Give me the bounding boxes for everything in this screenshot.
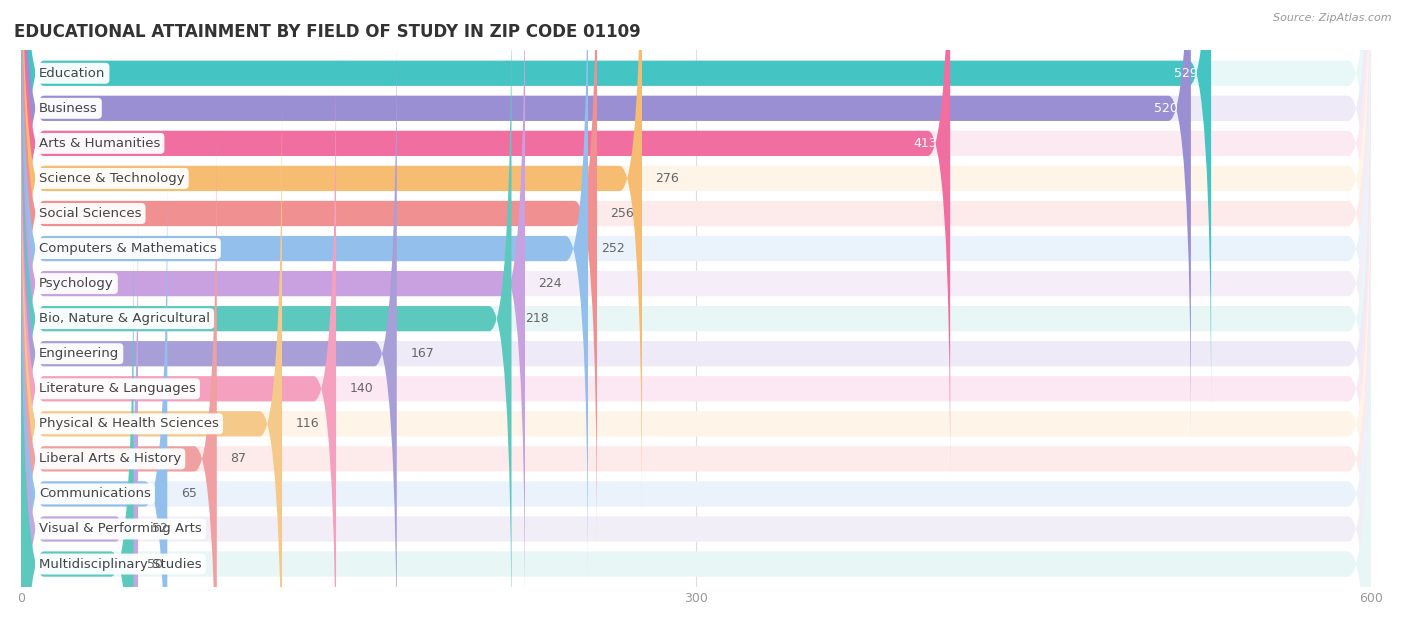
Text: Arts & Humanities: Arts & Humanities [39, 137, 160, 150]
FancyBboxPatch shape [21, 0, 598, 551]
Text: 218: 218 [524, 312, 548, 325]
FancyBboxPatch shape [21, 0, 1191, 446]
Text: 116: 116 [295, 417, 319, 430]
Text: Business: Business [39, 102, 98, 115]
Text: 252: 252 [602, 242, 626, 255]
Text: 50: 50 [148, 558, 163, 570]
Text: EDUCATIONAL ATTAINMENT BY FIELD OF STUDY IN ZIP CODE 01109: EDUCATIONAL ATTAINMENT BY FIELD OF STUDY… [14, 23, 641, 40]
Text: Liberal Arts & History: Liberal Arts & History [39, 452, 181, 466]
Text: Computers & Mathematics: Computers & Mathematics [39, 242, 217, 255]
Text: 520: 520 [1153, 102, 1177, 115]
Text: 276: 276 [655, 172, 679, 185]
FancyBboxPatch shape [21, 16, 1371, 631]
FancyBboxPatch shape [21, 191, 1371, 631]
FancyBboxPatch shape [21, 0, 950, 481]
Text: 529: 529 [1174, 67, 1198, 80]
FancyBboxPatch shape [21, 86, 1371, 631]
FancyBboxPatch shape [21, 191, 138, 631]
Text: Bio, Nature & Agricultural: Bio, Nature & Agricultural [39, 312, 209, 325]
Text: Visual & Performing Arts: Visual & Performing Arts [39, 522, 202, 536]
FancyBboxPatch shape [21, 16, 396, 631]
FancyBboxPatch shape [21, 0, 1371, 586]
FancyBboxPatch shape [21, 156, 167, 631]
FancyBboxPatch shape [21, 0, 1371, 516]
Text: Psychology: Psychology [39, 277, 114, 290]
Text: 224: 224 [538, 277, 562, 290]
Text: Social Sciences: Social Sciences [39, 207, 142, 220]
Text: Education: Education [39, 67, 105, 80]
Text: 413: 413 [912, 137, 936, 150]
FancyBboxPatch shape [21, 226, 134, 631]
Text: 87: 87 [231, 452, 246, 466]
Text: Communications: Communications [39, 487, 150, 500]
FancyBboxPatch shape [21, 226, 1371, 631]
FancyBboxPatch shape [21, 0, 588, 586]
FancyBboxPatch shape [21, 0, 1371, 411]
FancyBboxPatch shape [21, 0, 1371, 631]
FancyBboxPatch shape [21, 51, 336, 631]
FancyBboxPatch shape [21, 0, 524, 622]
Text: 52: 52 [152, 522, 167, 536]
Text: Physical & Health Sciences: Physical & Health Sciences [39, 417, 219, 430]
FancyBboxPatch shape [21, 0, 1371, 481]
Text: Source: ZipAtlas.com: Source: ZipAtlas.com [1274, 13, 1392, 23]
Text: Science & Technology: Science & Technology [39, 172, 184, 185]
FancyBboxPatch shape [21, 121, 217, 631]
Text: Multidisciplinary Studies: Multidisciplinary Studies [39, 558, 201, 570]
FancyBboxPatch shape [21, 0, 1371, 622]
FancyBboxPatch shape [21, 0, 1371, 551]
FancyBboxPatch shape [21, 86, 283, 631]
Text: 140: 140 [350, 382, 373, 395]
Text: Engineering: Engineering [39, 347, 120, 360]
FancyBboxPatch shape [21, 0, 1211, 411]
Text: Literature & Languages: Literature & Languages [39, 382, 195, 395]
Text: 65: 65 [181, 487, 197, 500]
FancyBboxPatch shape [21, 121, 1371, 631]
Text: 256: 256 [610, 207, 634, 220]
FancyBboxPatch shape [21, 156, 1371, 631]
FancyBboxPatch shape [21, 0, 512, 631]
FancyBboxPatch shape [21, 51, 1371, 631]
FancyBboxPatch shape [21, 0, 643, 516]
FancyBboxPatch shape [21, 0, 1371, 446]
Text: 167: 167 [411, 347, 434, 360]
